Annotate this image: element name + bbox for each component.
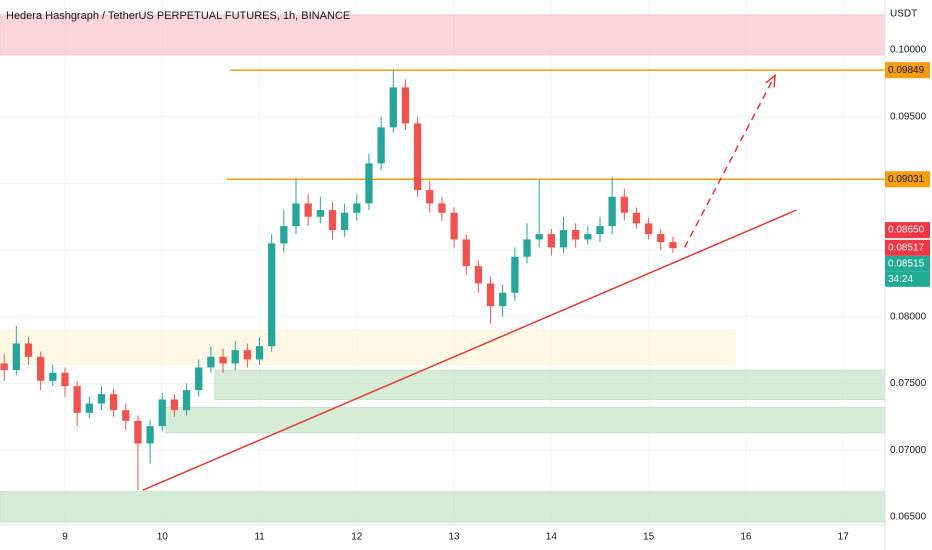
candle-body xyxy=(97,394,106,404)
y-tick-label: 0.07000 xyxy=(890,445,927,456)
x-tick-label: 9 xyxy=(62,532,68,543)
candle-body xyxy=(474,266,483,284)
candle-body xyxy=(438,203,446,213)
candle-body xyxy=(85,403,93,413)
x-tick-label: 17 xyxy=(838,532,850,543)
y-tick-label: 0.10000 xyxy=(890,45,927,56)
trendline xyxy=(142,209,797,491)
candle-body xyxy=(219,356,227,364)
y-tick-label: 0.08000 xyxy=(890,311,927,322)
candle-body xyxy=(61,372,69,387)
candle-body xyxy=(572,230,580,240)
price-label-box xyxy=(885,239,930,256)
price-label: 0.08650 xyxy=(888,225,925,236)
x-tick-label: 11 xyxy=(254,532,265,543)
candle-body xyxy=(49,372,57,381)
candle-body xyxy=(207,356,215,368)
candle-body xyxy=(413,123,422,191)
candle-body xyxy=(559,230,568,248)
candle-body xyxy=(182,390,191,411)
candle-body xyxy=(644,223,653,235)
candle-body xyxy=(426,190,434,204)
candle-body xyxy=(620,196,628,213)
candle-body xyxy=(596,226,604,235)
candle-body xyxy=(268,243,276,347)
y-tick-label: 0.07500 xyxy=(890,378,927,389)
price-label: 0.09031 xyxy=(888,174,925,185)
y-tick-label: 0.06500 xyxy=(890,512,927,523)
candle-body xyxy=(401,87,410,124)
candle-body xyxy=(109,394,118,411)
zone xyxy=(164,406,886,434)
candle-body xyxy=(657,234,665,243)
zone xyxy=(0,329,736,366)
x-tick-label: 10 xyxy=(157,532,169,543)
candle-body xyxy=(511,256,519,293)
x-tick-label: 14 xyxy=(546,532,558,543)
candle-body xyxy=(328,210,337,231)
candle-body xyxy=(24,343,33,357)
candle-body xyxy=(231,350,239,364)
candle-body xyxy=(353,203,361,213)
x-tick-label: 16 xyxy=(740,532,752,543)
candle-body xyxy=(316,210,324,217)
candle-body xyxy=(608,196,616,227)
zone xyxy=(214,369,886,400)
candle-body xyxy=(195,367,203,391)
candle-body xyxy=(12,343,20,371)
countdown: 34:24 xyxy=(888,274,913,285)
candle-body xyxy=(632,212,641,224)
candle-body xyxy=(547,234,555,248)
price-label-box xyxy=(885,62,930,79)
candle-body xyxy=(292,203,300,227)
price-label-box xyxy=(885,171,930,188)
candle-body xyxy=(134,420,142,444)
arrow-head xyxy=(765,73,776,88)
candle-body xyxy=(243,350,252,360)
projection-arrow xyxy=(683,75,776,248)
candle-body xyxy=(0,363,8,371)
y-tick-label: 0.09500 xyxy=(890,111,927,122)
x-tick-label: 13 xyxy=(449,532,461,543)
candle-body xyxy=(584,234,592,240)
candle-body xyxy=(170,399,179,411)
candle-body xyxy=(450,212,458,240)
x-tick-label: 12 xyxy=(351,532,363,543)
candle-body xyxy=(669,242,677,249)
candle-body xyxy=(535,234,543,240)
candle-body xyxy=(365,163,373,204)
candle-body xyxy=(462,239,470,267)
zone xyxy=(0,491,886,523)
price-label-box xyxy=(885,222,930,239)
candle-body xyxy=(255,346,264,360)
price-label: 0.09849 xyxy=(888,65,925,76)
x-tick-label: 15 xyxy=(643,532,655,543)
price-label: 0.08517 xyxy=(888,242,925,253)
candle-body xyxy=(122,410,130,421)
candle-body xyxy=(304,203,312,217)
price-label-box xyxy=(885,255,930,272)
candle-body xyxy=(73,386,81,413)
candle-body xyxy=(486,283,495,307)
candle-body xyxy=(340,212,349,231)
chart-title: Hedera Hashgraph / TetherUS PERPETUAL FU… xyxy=(6,10,350,22)
countdown-box xyxy=(885,271,930,287)
candle-body xyxy=(389,87,397,128)
candle-body xyxy=(158,399,166,427)
candle-body xyxy=(280,226,288,244)
candle-body xyxy=(523,239,531,257)
candle-body xyxy=(377,127,385,164)
price-label: 0.08515 xyxy=(888,258,925,269)
candle-body xyxy=(499,292,507,307)
currency: USDT xyxy=(890,9,917,20)
candle-body xyxy=(37,356,45,381)
candle-body xyxy=(146,426,154,444)
